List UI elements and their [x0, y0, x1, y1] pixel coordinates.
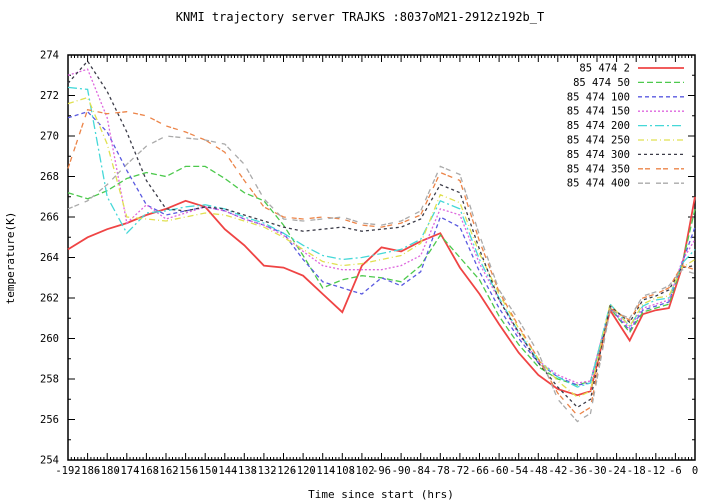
x-tick-label: -132	[251, 465, 276, 477]
series-line-85-474-400	[67, 135, 696, 423]
x-tick-label: -30	[588, 465, 607, 477]
x-tick-label: -144	[212, 465, 237, 477]
legend-entry-label: 85 474 250	[567, 135, 630, 147]
x-tick-label: -36	[568, 465, 587, 477]
x-tick-label: -180	[95, 465, 120, 477]
x-tick-label: -42	[548, 465, 567, 477]
x-tick-label: -18	[627, 465, 646, 477]
x-tick-label: -174	[114, 465, 139, 477]
x-tick-label: -72	[450, 465, 469, 477]
x-tick-label: -96	[372, 465, 391, 477]
chart-title: KNMI trajectory server TRAJKS :8037oM21-…	[176, 10, 544, 24]
plot-area: -192-186-180-174-168-162-156-150-144-138…	[40, 50, 698, 478]
x-tick-label: -120	[290, 465, 315, 477]
y-tick-label: 266	[40, 212, 59, 224]
x-tick-label: -24	[607, 465, 626, 477]
series-line-85-474-150	[67, 68, 696, 384]
legend-entry-label: 85 474 200	[567, 120, 630, 132]
y-tick-label: 260	[40, 333, 59, 345]
x-tick-label: -12	[646, 465, 665, 477]
y-tick-label: 270	[40, 131, 59, 143]
series-line-85-474-300	[67, 60, 696, 409]
x-tick-label: -126	[271, 465, 296, 477]
x-tick-label: 0	[692, 465, 698, 477]
series-line-85-474-50	[67, 165, 696, 386]
series-line-85-474-2	[67, 196, 696, 397]
x-tick-label: -48	[529, 465, 548, 477]
y-tick-label: 268	[40, 171, 59, 183]
legend-entry-label: 85 474 2	[579, 63, 630, 75]
y-tick-label: 264	[40, 252, 59, 264]
x-tick-label: -54	[509, 465, 528, 477]
legend-entry-label: 85 474 350	[567, 163, 630, 175]
x-tick-label: -102	[349, 465, 374, 477]
y-tick-label: 258	[40, 374, 59, 386]
x-tick-label: -84	[411, 465, 430, 477]
y-tick-label: 256	[40, 414, 59, 426]
x-tick-label: -192	[55, 465, 80, 477]
x-tick-label: -138	[232, 465, 257, 477]
series-line-85-474-100	[67, 110, 696, 386]
legend-entry-label: 85 474 50	[573, 77, 630, 89]
x-tick-label: -60	[490, 465, 509, 477]
x-tick-label: -90	[392, 465, 411, 477]
plot-border	[67, 54, 696, 461]
y-tick-label: 274	[40, 50, 59, 62]
y-tick-label: 262	[40, 293, 59, 305]
legend-entry-label: 85 474 100	[567, 91, 630, 103]
y-tick-label: 254	[40, 455, 59, 467]
x-tick-label: -168	[134, 465, 159, 477]
x-tick-label: -150	[193, 465, 218, 477]
x-tick-label: -66	[470, 465, 489, 477]
series-line-85-474-350	[67, 108, 696, 417]
x-axis-title: Time since start (hrs)	[308, 488, 454, 501]
y-tick-label: 272	[40, 90, 59, 102]
x-tick-label: -114	[310, 465, 335, 477]
series-line-85-474-250	[67, 96, 696, 398]
x-tick-label: -6	[669, 465, 682, 477]
y-axis-title: temperature(K)	[4, 212, 17, 305]
x-tick-label: -156	[173, 465, 198, 477]
series-line-85-474-200	[67, 86, 696, 388]
legend-entry-label: 85 474 400	[567, 178, 630, 190]
x-tick-label: -78	[431, 465, 450, 477]
x-tick-label: -186	[75, 465, 100, 477]
x-tick-label: -108	[330, 465, 355, 477]
x-tick-label: -162	[153, 465, 178, 477]
legend-entry-label: 85 474 150	[567, 106, 630, 118]
legend-entry-label: 85 474 300	[567, 149, 630, 161]
